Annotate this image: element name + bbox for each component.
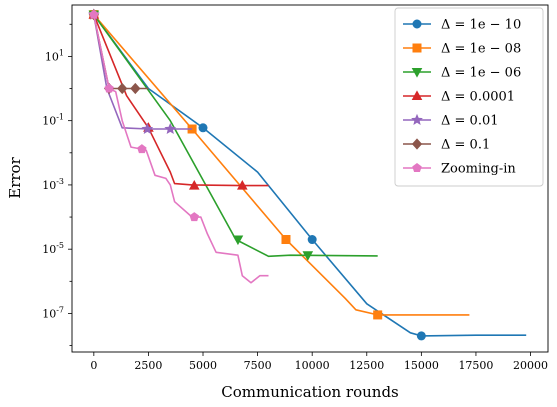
data-point bbox=[164, 122, 177, 135]
series-6 bbox=[89, 9, 269, 284]
legend-label: Zooming-in bbox=[441, 162, 516, 177]
x-tick-label: 12500 bbox=[349, 359, 384, 372]
data-point bbox=[416, 331, 426, 341]
series-layer bbox=[87, 8, 527, 341]
data-point bbox=[237, 180, 248, 190]
series-2 bbox=[88, 10, 378, 261]
y-tick-label: 10-1 bbox=[42, 113, 64, 128]
series-line bbox=[93, 14, 470, 316]
x-tick-label: 10000 bbox=[295, 359, 330, 372]
axes-layer: 0 2500 5000 7500 10000 12500 15000 17500 20000 10… bbox=[42, 4, 549, 372]
data-point bbox=[307, 235, 317, 245]
legend-marker bbox=[411, 90, 423, 100]
y-tick-label: 101 bbox=[45, 48, 64, 63]
x-tick-label: 0 bbox=[90, 359, 97, 372]
legend-label: Δ = 1e − 10 bbox=[441, 18, 521, 33]
data-point bbox=[281, 235, 291, 245]
y-tick-label: 10-3 bbox=[42, 177, 64, 192]
legend-label: Δ = 0.1 bbox=[441, 138, 490, 153]
x-tick-label: 7500 bbox=[244, 359, 272, 372]
legend-marker bbox=[411, 113, 423, 126]
data-point bbox=[232, 235, 244, 246]
data-point bbox=[104, 83, 114, 93]
legend-marker bbox=[412, 19, 422, 29]
legend-marker bbox=[411, 138, 423, 150]
legend-marker bbox=[412, 43, 422, 53]
legend-label: Δ = 1e − 06 bbox=[441, 66, 521, 81]
plot-frame bbox=[71, 4, 549, 353]
data-point bbox=[189, 212, 200, 222]
legend: Δ = 1e − 10 Δ = 1e − 08 Δ = 1e − 06 Δ = 0.0… bbox=[394, 7, 544, 187]
data-point bbox=[302, 251, 314, 261]
x-tick-label: 2500 bbox=[134, 359, 162, 372]
legend-label: Δ = 0.01 bbox=[441, 114, 499, 129]
legend-marker bbox=[411, 68, 423, 78]
x-axis-label: Communication rounds bbox=[221, 383, 399, 401]
x-tick-label: 15000 bbox=[404, 359, 439, 372]
data-point bbox=[188, 180, 200, 190]
x-tick-label: 20000 bbox=[513, 359, 548, 372]
x-tick-label: 17500 bbox=[458, 359, 493, 372]
series-line bbox=[93, 14, 378, 258]
legend-label: Δ = 1e − 08 bbox=[441, 42, 521, 57]
series-line bbox=[93, 14, 527, 337]
series-line bbox=[93, 14, 269, 187]
data-point bbox=[117, 82, 128, 95]
series-5 bbox=[88, 8, 149, 95]
series-line bbox=[93, 14, 269, 284]
legend-marker bbox=[412, 163, 422, 173]
data-point bbox=[141, 122, 154, 135]
legend-label: Δ = 0.0001 bbox=[441, 90, 515, 105]
data-point bbox=[373, 310, 383, 320]
x-tick-label: 5000 bbox=[189, 359, 217, 372]
data-point bbox=[130, 82, 141, 95]
data-point bbox=[89, 9, 99, 19]
series-line bbox=[93, 14, 193, 130]
y-tick-label: 10-5 bbox=[42, 241, 64, 256]
series-3 bbox=[88, 8, 269, 190]
legend-box bbox=[394, 7, 544, 187]
data-point bbox=[137, 144, 147, 154]
data-point bbox=[198, 123, 208, 133]
y-axis-label: Error bbox=[6, 156, 24, 198]
y-tick-label: 10-7 bbox=[42, 305, 64, 320]
